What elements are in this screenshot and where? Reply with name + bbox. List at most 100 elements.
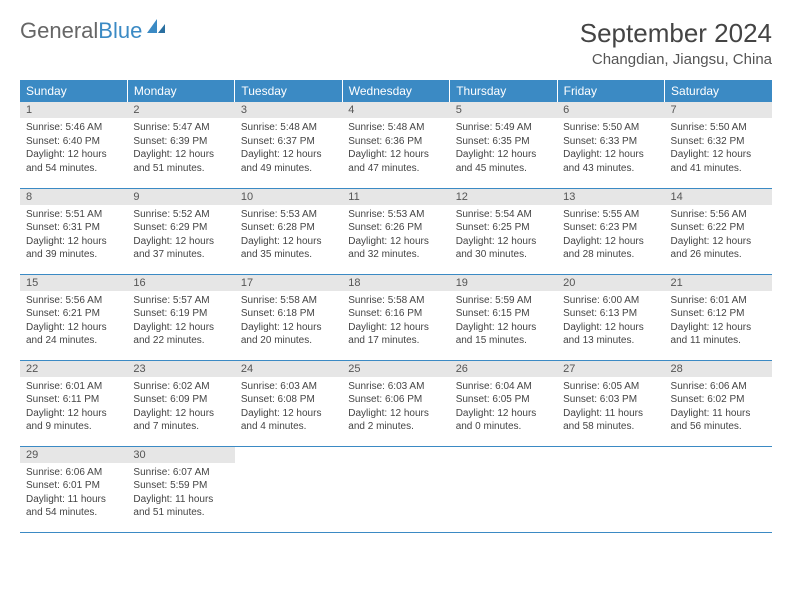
calendar-cell: 12Sunrise: 5:54 AMSunset: 6:25 PMDayligh… <box>450 188 557 274</box>
daylight-line2: and 56 minutes. <box>671 420 766 434</box>
day-number: 6 <box>557 102 664 118</box>
sunset-text: Sunset: 6:28 PM <box>241 221 336 235</box>
daylight-line2: and 35 minutes. <box>241 248 336 262</box>
sunrise-text: Sunrise: 5:53 AM <box>241 208 336 222</box>
daylight-line2: and 51 minutes. <box>133 162 228 176</box>
daylight-line1: Daylight: 12 hours <box>133 407 228 421</box>
day-body: Sunrise: 5:47 AMSunset: 6:39 PMDaylight:… <box>127 118 234 179</box>
day-number: 25 <box>342 361 449 377</box>
daylight-line1: Daylight: 12 hours <box>26 235 121 249</box>
daylight-line2: and 9 minutes. <box>26 420 121 434</box>
sunset-text: Sunset: 6:02 PM <box>671 393 766 407</box>
day-number: 4 <box>342 102 449 118</box>
daylight-line1: Daylight: 12 hours <box>348 148 443 162</box>
sunrise-text: Sunrise: 5:58 AM <box>241 294 336 308</box>
daylight-line1: Daylight: 12 hours <box>671 321 766 335</box>
calendar-cell: 29Sunrise: 6:06 AMSunset: 6:01 PMDayligh… <box>20 446 127 532</box>
calendar-row: 8Sunrise: 5:51 AMSunset: 6:31 PMDaylight… <box>20 188 772 274</box>
calendar-cell: 27Sunrise: 6:05 AMSunset: 6:03 PMDayligh… <box>557 360 664 446</box>
daylight-line2: and 22 minutes. <box>133 334 228 348</box>
sunrise-text: Sunrise: 6:00 AM <box>563 294 658 308</box>
calendar-cell: 17Sunrise: 5:58 AMSunset: 6:18 PMDayligh… <box>235 274 342 360</box>
sunset-text: Sunset: 6:01 PM <box>26 479 121 493</box>
daylight-line1: Daylight: 12 hours <box>348 235 443 249</box>
daylight-line1: Daylight: 12 hours <box>241 321 336 335</box>
sunrise-text: Sunrise: 6:06 AM <box>671 380 766 394</box>
day-number: 17 <box>235 275 342 291</box>
daylight-line2: and 2 minutes. <box>348 420 443 434</box>
sunset-text: Sunset: 6:22 PM <box>671 221 766 235</box>
day-body: Sunrise: 5:53 AMSunset: 6:28 PMDaylight:… <box>235 205 342 266</box>
calendar-cell <box>235 446 342 532</box>
daylight-line2: and 11 minutes. <box>671 334 766 348</box>
calendar-row: 29Sunrise: 6:06 AMSunset: 6:01 PMDayligh… <box>20 446 772 532</box>
daylight-line1: Daylight: 12 hours <box>26 148 121 162</box>
day-number: 18 <box>342 275 449 291</box>
sunset-text: Sunset: 6:19 PM <box>133 307 228 321</box>
sunset-text: Sunset: 6:35 PM <box>456 135 551 149</box>
day-body: Sunrise: 5:50 AMSunset: 6:33 PMDaylight:… <box>557 118 664 179</box>
sunset-text: Sunset: 6:21 PM <box>26 307 121 321</box>
day-body: Sunrise: 5:58 AMSunset: 6:16 PMDaylight:… <box>342 291 449 352</box>
weekday-header-row: Sunday Monday Tuesday Wednesday Thursday… <box>20 80 772 102</box>
calendar-cell: 14Sunrise: 5:56 AMSunset: 6:22 PMDayligh… <box>665 188 772 274</box>
daylight-line2: and 15 minutes. <box>456 334 551 348</box>
daylight-line2: and 17 minutes. <box>348 334 443 348</box>
day-body: Sunrise: 5:54 AMSunset: 6:25 PMDaylight:… <box>450 205 557 266</box>
calendar-cell: 30Sunrise: 6:07 AMSunset: 5:59 PMDayligh… <box>127 446 234 532</box>
day-body: Sunrise: 5:55 AMSunset: 6:23 PMDaylight:… <box>557 205 664 266</box>
sunrise-text: Sunrise: 5:50 AM <box>671 121 766 135</box>
sunrise-text: Sunrise: 5:48 AM <box>348 121 443 135</box>
sunrise-text: Sunrise: 5:56 AM <box>26 294 121 308</box>
day-body: Sunrise: 5:56 AMSunset: 6:22 PMDaylight:… <box>665 205 772 266</box>
day-number: 19 <box>450 275 557 291</box>
day-number: 22 <box>20 361 127 377</box>
daylight-line1: Daylight: 12 hours <box>563 148 658 162</box>
sunrise-text: Sunrise: 5:47 AM <box>133 121 228 135</box>
daylight-line2: and 30 minutes. <box>456 248 551 262</box>
calendar-cell: 18Sunrise: 5:58 AMSunset: 6:16 PMDayligh… <box>342 274 449 360</box>
day-body: Sunrise: 6:03 AMSunset: 6:06 PMDaylight:… <box>342 377 449 438</box>
sunrise-text: Sunrise: 5:50 AM <box>563 121 658 135</box>
day-body: Sunrise: 5:53 AMSunset: 6:26 PMDaylight:… <box>342 205 449 266</box>
day-number: 24 <box>235 361 342 377</box>
daylight-line2: and 45 minutes. <box>456 162 551 176</box>
calendar-cell: 22Sunrise: 6:01 AMSunset: 6:11 PMDayligh… <box>20 360 127 446</box>
daylight-line1: Daylight: 12 hours <box>456 407 551 421</box>
day-number: 26 <box>450 361 557 377</box>
daylight-line1: Daylight: 12 hours <box>671 235 766 249</box>
daylight-line2: and 0 minutes. <box>456 420 551 434</box>
sunrise-text: Sunrise: 6:01 AM <box>26 380 121 394</box>
daylight-line1: Daylight: 12 hours <box>671 148 766 162</box>
daylight-line2: and 20 minutes. <box>241 334 336 348</box>
daylight-line2: and 4 minutes. <box>241 420 336 434</box>
sail-icon <box>145 15 167 41</box>
sunset-text: Sunset: 6:03 PM <box>563 393 658 407</box>
brand-part1: General <box>20 18 98 44</box>
day-number: 8 <box>20 189 127 205</box>
daylight-line2: and 49 minutes. <box>241 162 336 176</box>
daylight-line1: Daylight: 12 hours <box>348 407 443 421</box>
day-number: 10 <box>235 189 342 205</box>
weekday-header: Saturday <box>665 80 772 102</box>
day-number: 14 <box>665 189 772 205</box>
day-body: Sunrise: 5:57 AMSunset: 6:19 PMDaylight:… <box>127 291 234 352</box>
calendar-cell <box>557 446 664 532</box>
brand-logo: GeneralBlue <box>20 18 167 44</box>
daylight-line2: and 26 minutes. <box>671 248 766 262</box>
daylight-line1: Daylight: 11 hours <box>133 493 228 507</box>
day-number: 12 <box>450 189 557 205</box>
title-block: September 2024 Changdian, Jiangsu, China <box>580 18 772 68</box>
day-body: Sunrise: 6:01 AMSunset: 6:12 PMDaylight:… <box>665 291 772 352</box>
weekday-header: Friday <box>557 80 664 102</box>
daylight-line1: Daylight: 12 hours <box>456 321 551 335</box>
sunrise-text: Sunrise: 5:58 AM <box>348 294 443 308</box>
sunset-text: Sunset: 6:37 PM <box>241 135 336 149</box>
daylight-line2: and 54 minutes. <box>26 506 121 520</box>
sunset-text: Sunset: 6:29 PM <box>133 221 228 235</box>
daylight-line2: and 37 minutes. <box>133 248 228 262</box>
calendar-cell: 5Sunrise: 5:49 AMSunset: 6:35 PMDaylight… <box>450 102 557 188</box>
daylight-line1: Daylight: 12 hours <box>133 148 228 162</box>
sunset-text: Sunset: 6:11 PM <box>26 393 121 407</box>
daylight-line2: and 28 minutes. <box>563 248 658 262</box>
